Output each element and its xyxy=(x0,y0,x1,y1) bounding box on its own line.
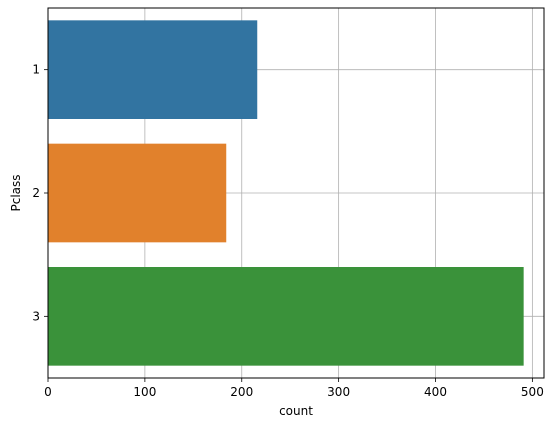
x-tick-label-300: 300 xyxy=(327,385,350,399)
x-tick-label-400: 400 xyxy=(424,385,447,399)
x-axis-ticks: 0 100 200 300 400 500 xyxy=(44,378,544,399)
bar-pclass-1 xyxy=(48,20,258,119)
x-axis-label: count xyxy=(279,404,313,418)
y-axis-ticks: 1 2 3 xyxy=(32,63,48,323)
y-tick-label-2: 2 xyxy=(32,186,40,200)
bars xyxy=(48,20,524,366)
y-tick-label-1: 1 xyxy=(32,63,40,77)
bar-pclass-2 xyxy=(48,143,227,243)
y-tick-label-3: 3 xyxy=(32,309,40,323)
bar-pclass-3 xyxy=(48,267,524,366)
x-tick-label-0: 0 xyxy=(44,385,52,399)
x-tick-label-500: 500 xyxy=(521,385,544,399)
x-tick-label-200: 200 xyxy=(230,385,253,399)
y-axis-label: Pclass xyxy=(9,174,23,211)
x-tick-label-100: 100 xyxy=(133,385,156,399)
